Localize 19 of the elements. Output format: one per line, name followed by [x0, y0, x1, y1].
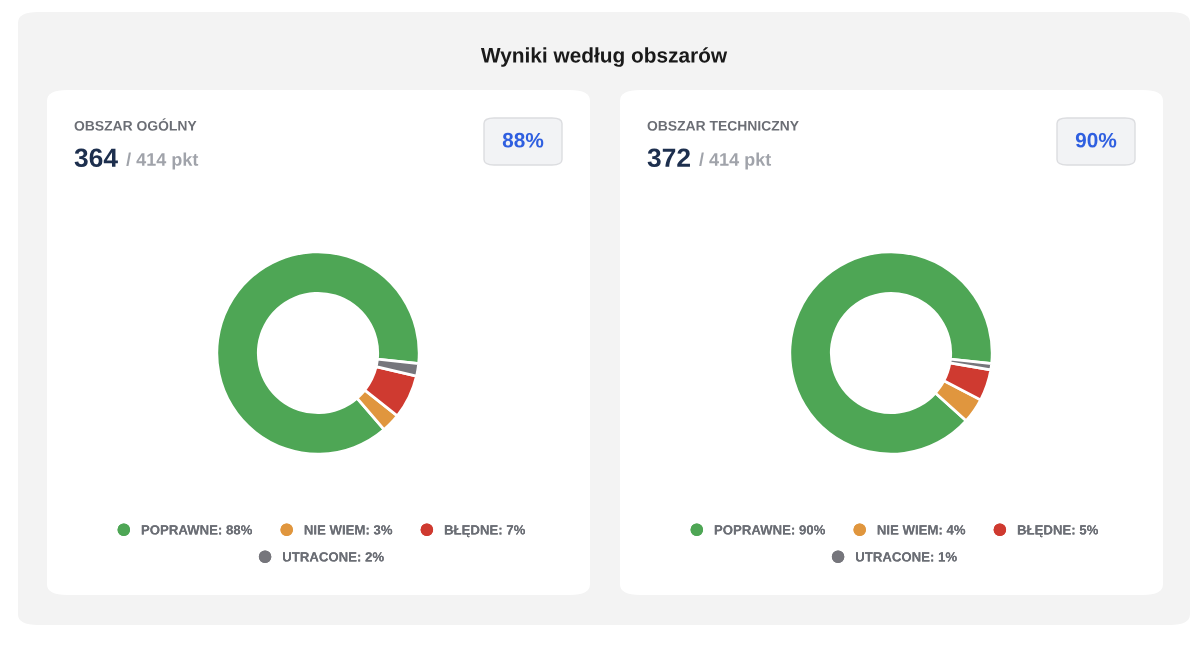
text: 90% — [1075, 132, 1117, 148]
legend-label: POPRAWNE: 90% — [714, 525, 826, 535]
legend-label: POPRAWNE: 88% — [141, 525, 253, 535]
chart-title: OBSZAR OGÓLNY — [74, 118, 197, 131]
chart-subtitle: 372 — [647, 148, 690, 168]
donut-slice — [215, 250, 421, 456]
chart-subtitle: 364 — [74, 148, 118, 168]
text: / 414 pkt — [699, 152, 772, 170]
text: Wyniki według obszarów — [480, 47, 728, 67]
chart-title: OBSZAR TECHNICZNY — [647, 120, 799, 131]
legend-label: UTRACONE: 2% — [283, 552, 384, 562]
legend-label: UTRACONE: 1% — [856, 552, 957, 562]
text: / 414 pkt — [126, 152, 199, 170]
legend-label: BŁĘDNE: 5% — [1017, 525, 1099, 538]
text: 88% — [502, 132, 544, 148]
legend-label: NIE WIEM: 4% — [877, 525, 966, 535]
donut-slice — [788, 250, 994, 456]
legend-label: NIE WIEM: 3% — [304, 525, 393, 535]
legend-label: BŁĘDNE: 7% — [444, 525, 526, 538]
